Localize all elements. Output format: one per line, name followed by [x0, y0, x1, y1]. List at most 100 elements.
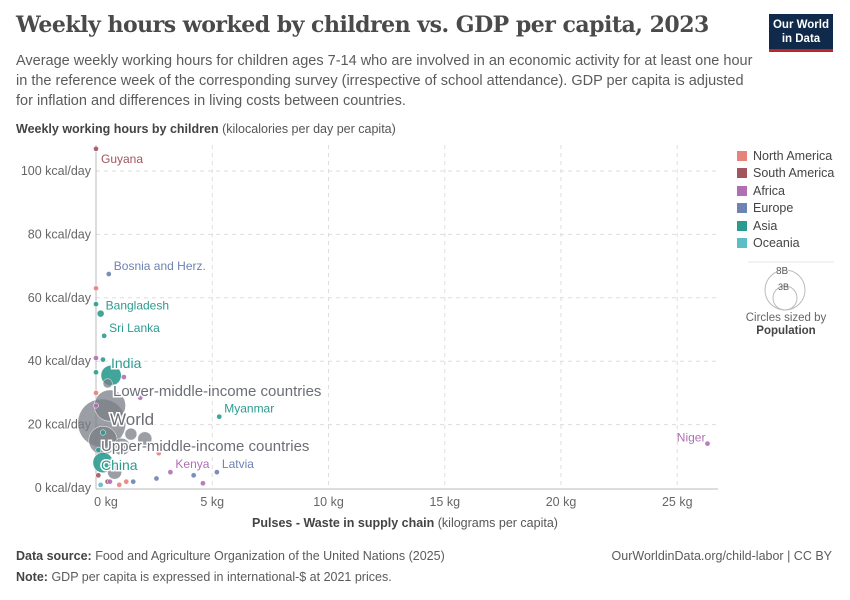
- data-point: [116, 481, 123, 488]
- x-tick-label: 0 kg: [94, 495, 118, 509]
- data-point: [167, 469, 174, 475]
- legend-item[interactable]: North America: [737, 147, 834, 165]
- y-axis-label: Weekly working hours by children (kiloca…: [16, 122, 396, 136]
- data-point: [112, 438, 131, 456]
- x-axis-label-unit: (kilograms per capita): [437, 516, 558, 530]
- y-tick-label: 100 kcal/day: [21, 164, 92, 178]
- data-point: [190, 472, 197, 479]
- point-label: Lower-middle-income countries: [113, 383, 321, 400]
- source-label: Data source:: [16, 549, 92, 563]
- data-point: [93, 369, 99, 376]
- data-point: [97, 481, 104, 488]
- data-point: [107, 478, 113, 485]
- data-point: [216, 413, 223, 420]
- x-tick-label: 5 kg: [200, 495, 224, 509]
- point-label: Bangladesh: [106, 299, 169, 313]
- data-point: [121, 374, 127, 380]
- chart-title: Weekly hours worked by children vs. GDP …: [16, 12, 709, 38]
- legend-swatch: [737, 203, 747, 214]
- data-point: [155, 450, 162, 456]
- x-tick-label: 25 kg: [662, 495, 693, 509]
- data-point: [123, 478, 130, 485]
- note-label: Note:: [16, 570, 48, 584]
- size-label-big: 8B: [776, 266, 789, 277]
- y-tick-label: 80 kcal/day: [28, 227, 92, 241]
- legend-swatch: [737, 185, 747, 196]
- source-url[interactable]: OurWorldinData.org/child-labor | CC BY: [611, 549, 832, 563]
- point-label: Upper-middle-income countries: [101, 438, 309, 455]
- y-tick-label: 40 kcal/day: [28, 354, 92, 368]
- data-point: [200, 480, 206, 487]
- point-label: Kenya: [175, 457, 209, 471]
- data-point: [93, 301, 99, 307]
- data-source: Data source: Food and Agriculture Organi…: [16, 549, 445, 563]
- x-tick-label: 20 kg: [546, 495, 577, 509]
- legend-item[interactable]: Asia: [737, 217, 834, 235]
- size-label-small: 3B: [778, 282, 790, 292]
- size-variable: Population: [756, 325, 816, 337]
- legend-label: Oceania: [753, 236, 800, 251]
- point-label: Sri Lanka: [109, 321, 160, 335]
- point-label: China: [101, 457, 138, 473]
- data-point: [93, 285, 99, 292]
- data-point: [704, 440, 711, 447]
- legend-swatch: [737, 238, 747, 249]
- data-point: [93, 402, 99, 409]
- data-point: [93, 390, 99, 396]
- source-text: Food and Agriculture Organization of the…: [95, 549, 445, 563]
- legend: North America South America Africa Europe As…: [737, 147, 834, 252]
- x-tick-label: 10 kg: [313, 495, 344, 509]
- data-point: [214, 469, 220, 475]
- point-label: Latvia: [222, 457, 254, 471]
- logo-line2: in Data: [781, 33, 821, 45]
- legend-swatch: [737, 168, 747, 179]
- y-axis-label-main: Weekly working hours by children: [16, 122, 219, 136]
- point-label: Myanmar: [224, 402, 274, 416]
- x-axis-label: Pulses - Waste in supply chain (kilogram…: [0, 516, 830, 530]
- chart-subtitle: Average weekly working hours for childre…: [16, 53, 753, 109]
- legend-item[interactable]: Oceania: [737, 235, 834, 253]
- data-point: [107, 464, 122, 480]
- data-point: [124, 427, 138, 441]
- point-label: Guyana: [101, 152, 143, 166]
- legend-label: Asia: [753, 218, 778, 233]
- point-label: Bosnia and Herz.: [114, 259, 206, 273]
- data-point: [153, 475, 160, 482]
- size-caption: Circles sized by: [745, 312, 827, 324]
- owid-logo[interactable]: Our World in Data: [769, 14, 833, 52]
- chart-note: Note: GDP per capita is expressed in int…: [16, 570, 392, 584]
- data-point: [101, 332, 107, 339]
- data-point: [100, 356, 106, 363]
- data-point: [130, 478, 137, 485]
- data-point: [92, 452, 114, 473]
- legend-swatch: [737, 150, 747, 161]
- data-point: [137, 431, 153, 447]
- data-point: [95, 447, 102, 453]
- data-point: [93, 355, 99, 361]
- note-text: GDP per capita is expressed in internati…: [51, 570, 392, 584]
- legend-item[interactable]: Europe: [737, 200, 834, 218]
- legend-label: South America: [753, 166, 835, 181]
- legend-swatch: [737, 220, 747, 231]
- point-label: World: [110, 410, 154, 429]
- x-tick-label: 15 kg: [429, 495, 460, 509]
- data-point: [93, 145, 99, 152]
- point-label: India: [111, 355, 142, 371]
- legend-item[interactable]: South America: [737, 165, 834, 183]
- data-point: [105, 271, 112, 277]
- legend-label: North America: [753, 148, 833, 163]
- logo-line1: Our World: [772, 19, 829, 31]
- legend-label: Europe: [753, 201, 794, 216]
- y-axis-label-unit: (kilocalories per day per capita): [222, 122, 396, 136]
- y-tick-label: 20 kcal/day: [28, 418, 92, 432]
- y-tick-label: 60 kcal/day: [28, 291, 92, 305]
- y-tick-label: 0 kcal/day: [35, 481, 92, 495]
- legend-item[interactable]: Africa: [737, 182, 834, 200]
- data-point: [96, 309, 105, 318]
- data-point: [95, 472, 102, 479]
- x-axis-label-main: Pulses - Waste in supply chain: [252, 516, 435, 530]
- data-point: [100, 429, 106, 436]
- legend-label: Africa: [753, 183, 785, 198]
- point-label: Niger: [677, 431, 706, 445]
